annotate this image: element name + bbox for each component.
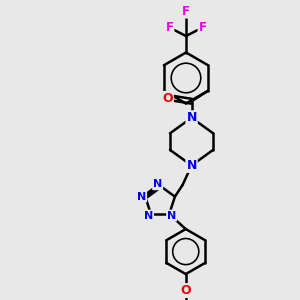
Text: N: N (186, 111, 197, 124)
Text: N: N (144, 211, 153, 220)
Text: O: O (180, 284, 191, 297)
Text: F: F (182, 4, 190, 18)
Text: N: N (137, 192, 146, 202)
Text: N: N (167, 211, 176, 220)
Text: F: F (199, 21, 206, 34)
Text: N: N (186, 159, 197, 172)
Text: O: O (162, 92, 173, 105)
Text: N: N (153, 179, 162, 189)
Text: F: F (166, 21, 173, 34)
